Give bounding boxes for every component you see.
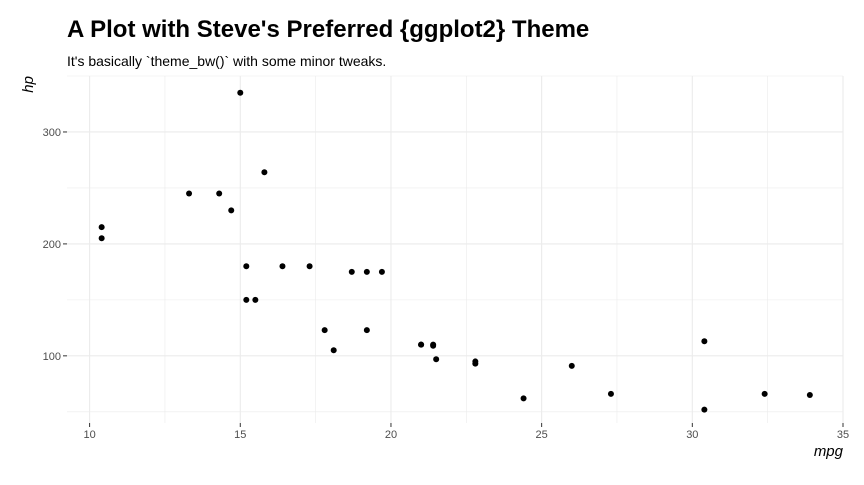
data-point [306, 263, 313, 270]
data-point [279, 263, 286, 270]
data-point [568, 362, 575, 369]
chart-subtitle: It's basically `theme_bw()` with some mi… [67, 53, 386, 69]
y-tick-label: 300 [43, 127, 61, 139]
x-tick-label: 10 [83, 429, 95, 441]
data-point [701, 338, 708, 345]
y-tick-label: 200 [43, 239, 61, 251]
data-point [363, 327, 370, 334]
x-tick-label: 35 [837, 429, 849, 441]
data-point [761, 390, 768, 397]
data-point [252, 296, 259, 303]
x-axis: 10 15 20 25 30 35 [83, 423, 849, 441]
data-point [433, 356, 440, 363]
data-point [607, 390, 614, 397]
x-tick-label: 15 [234, 429, 246, 441]
data-point [520, 395, 527, 402]
data-point [472, 358, 479, 365]
y-tick-label: 100 [43, 351, 61, 363]
points-layer [98, 89, 813, 413]
data-point [330, 347, 337, 354]
data-point [321, 327, 328, 334]
data-point [261, 169, 268, 176]
x-tick-label: 25 [536, 429, 548, 441]
data-point [243, 263, 250, 270]
data-point [98, 224, 105, 231]
data-point [348, 268, 355, 275]
data-point [216, 190, 223, 197]
y-axis-title: hp [20, 76, 37, 93]
data-point [186, 190, 193, 197]
chart-title: A Plot with Steve's Preferred {ggplot2} … [67, 16, 589, 43]
data-point [237, 89, 244, 96]
data-point [243, 296, 250, 303]
data-point [378, 268, 385, 275]
grid-major [67, 76, 844, 423]
data-point [418, 341, 425, 348]
data-point [98, 235, 105, 242]
grid-minor [67, 75, 843, 423]
x-tick-label: 20 [385, 429, 397, 441]
data-point [806, 392, 813, 399]
data-point [701, 406, 708, 413]
x-tick-label: 30 [686, 429, 698, 441]
data-point [430, 342, 437, 349]
y-axis: 100 200 300 [43, 127, 67, 363]
data-point [228, 207, 235, 214]
x-axis-title: mpg [814, 443, 844, 460]
data-point [363, 268, 370, 275]
